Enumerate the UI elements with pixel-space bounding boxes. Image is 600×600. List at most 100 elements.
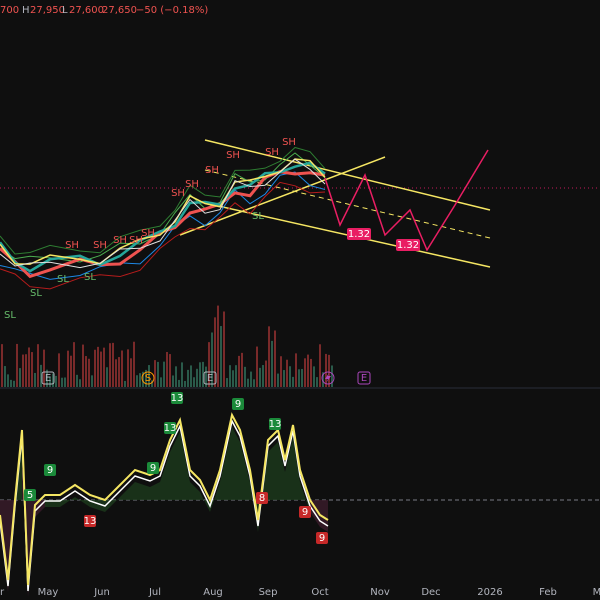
header-item: 27,650: [102, 5, 137, 16]
green-count: 13: [171, 393, 184, 404]
histogram-area: [60, 497, 75, 507]
volume-bar: [109, 343, 111, 387]
event-label: E: [207, 373, 213, 384]
histogram-area: [150, 482, 160, 500]
volume-bar: [328, 354, 330, 387]
price-line: [0, 181, 326, 290]
volume-bar: [181, 362, 183, 387]
swing-low: SL: [252, 211, 264, 222]
green-count: 9: [150, 463, 156, 474]
count-box: [299, 506, 311, 518]
price-line: [0, 146, 326, 255]
count-box: [147, 462, 159, 474]
volume-bar: [34, 372, 36, 387]
volume-bar: [145, 369, 147, 387]
x-tick-label: Feb: [539, 587, 557, 598]
histogram-area: [278, 442, 285, 500]
count-box: [164, 422, 176, 434]
volume-bar: [43, 349, 45, 387]
swing-high: SH: [141, 228, 155, 239]
volume-bar: [124, 380, 126, 387]
histogram-area: [250, 482, 258, 532]
volume-bar: [139, 373, 141, 387]
volume-bar: [79, 379, 81, 387]
x-tick-label: Aug: [203, 587, 223, 598]
volume-bar: [319, 344, 321, 387]
volume-bar: [196, 368, 198, 387]
volume-bar: [271, 340, 273, 387]
histogram-area: [268, 442, 278, 500]
volume-bar: [121, 350, 123, 387]
header-item: 700: [0, 5, 19, 16]
x-tick-label: M: [593, 587, 600, 598]
histogram-area: [190, 482, 200, 500]
volume-bar: [310, 358, 312, 387]
count-box: [269, 418, 281, 430]
volume-bar: [235, 365, 237, 387]
swing-high: SH: [205, 165, 219, 176]
volume-bar: [304, 358, 306, 387]
count-box: [84, 515, 96, 527]
swing-high: SH: [265, 147, 279, 158]
volume-bar: [247, 378, 249, 387]
volume-bar: [1, 344, 3, 387]
volume-bar: [262, 365, 264, 387]
volume-bar: [289, 366, 291, 387]
volume-bar: [229, 365, 231, 387]
histogram-area: [160, 452, 170, 500]
volume-bar: [256, 346, 258, 387]
volume-bar: [13, 380, 15, 387]
event-icon: [41, 371, 55, 385]
swing-high: SH: [226, 150, 240, 161]
volume-bar: [301, 368, 303, 387]
volume-bar: [19, 368, 21, 387]
volume-bar: [85, 356, 87, 387]
header-item: −50 (−0.18%): [136, 5, 208, 16]
volume-bar: [274, 330, 276, 387]
volume-bar: [244, 366, 246, 387]
header-item: L: [62, 5, 68, 16]
volume-bar: [157, 361, 159, 387]
volume-bar: [97, 346, 99, 387]
volume-bar: [292, 376, 294, 387]
header-item: 27,600: [69, 5, 104, 16]
histogram-area: [293, 437, 300, 500]
event-icon: [321, 371, 335, 385]
swing-high: SH: [113, 235, 127, 246]
x-tick-label: Nov: [370, 587, 390, 598]
volume-bar: [232, 370, 234, 387]
volume-bar: [268, 326, 270, 387]
event-label: E: [45, 373, 51, 384]
volume-bar: [88, 358, 90, 387]
volume-bar: [250, 371, 252, 387]
swing-high: SH: [171, 188, 185, 199]
volume-bar: [37, 344, 39, 387]
volume-bar: [52, 373, 54, 387]
count-box: [44, 464, 56, 476]
x-tick-label: Sep: [259, 587, 278, 598]
count-box: [256, 492, 268, 504]
volume-bar: [28, 347, 30, 387]
volume-bar: [205, 366, 207, 387]
volume-bar: [214, 317, 216, 387]
red-count: 9: [319, 533, 325, 544]
histogram-area: [170, 432, 180, 500]
volume-bar: [283, 370, 285, 387]
x-tick-label: Jul: [148, 587, 161, 598]
volume-bar: [277, 373, 279, 387]
volume-bar: [193, 377, 195, 387]
red-count: 9: [302, 507, 308, 518]
green-count: 9: [235, 399, 241, 410]
histogram-area: [200, 492, 210, 512]
swing-high: SH: [282, 137, 296, 148]
lightning-icon: [325, 373, 331, 383]
swing-low: SL: [84, 272, 96, 283]
volume-bar: [259, 367, 261, 387]
volume-bar: [4, 366, 6, 387]
price-line: [0, 158, 326, 265]
volume-bar: [73, 342, 75, 387]
red-count: 13: [84, 516, 97, 527]
histogram-area: [180, 432, 190, 500]
swing-high: SH: [185, 179, 199, 190]
